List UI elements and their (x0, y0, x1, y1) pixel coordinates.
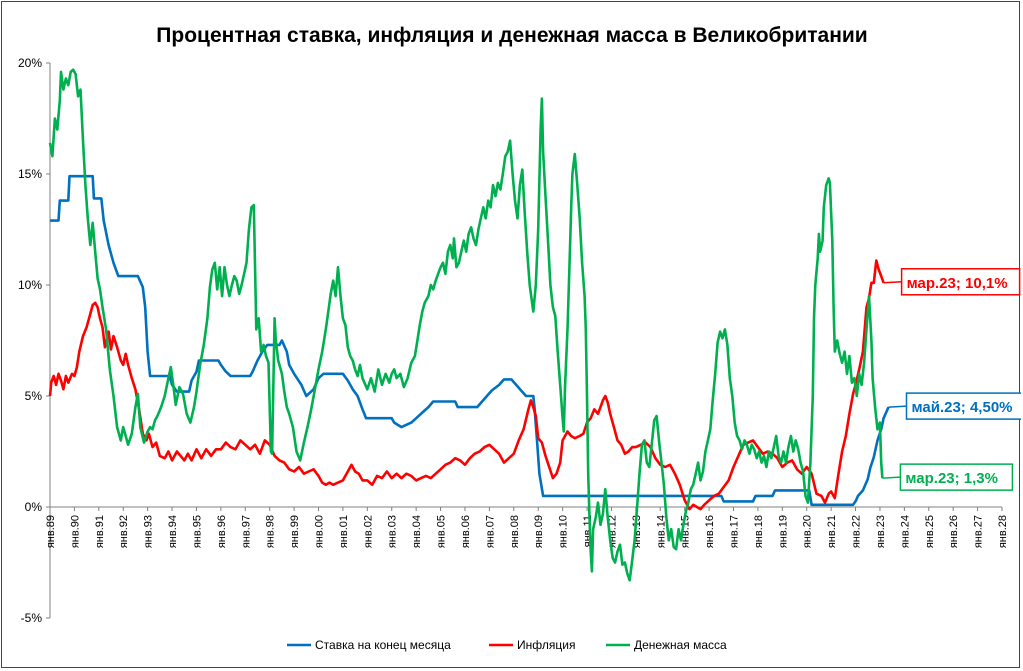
x-tick-label: янв.03 (387, 515, 399, 548)
x-tick-label: янв.97 (240, 515, 252, 548)
x-tick-label: янв.04 (411, 515, 423, 548)
x-tick-label: янв.01 (338, 515, 350, 548)
x-tick-label: янв.28 (997, 515, 1009, 548)
x-tick-label: янв.90 (69, 515, 81, 548)
x-tick-label: янв.27 (973, 515, 985, 548)
callout-label: май.23; 4,50% (911, 399, 1012, 416)
callout-leader (888, 405, 907, 408)
x-tick-label: янв.10 (558, 515, 570, 548)
x-tick-label: янв.92 (118, 515, 130, 548)
callout-leader (883, 281, 902, 284)
x-tick-label: янв.25 (924, 515, 936, 548)
axes (49, 63, 1002, 618)
x-tick-label: янв.16 (704, 515, 716, 548)
x-tick-label: янв.00 (314, 515, 326, 548)
x-tick-label: янв.24 (899, 515, 911, 548)
x-tick-labels: янв.89 янв.90 янв.91 янв.92 янв.93 янв.94 янв.… (45, 507, 1009, 548)
y-tick-label: 5% (25, 389, 43, 403)
x-tick-label: янв.94 (167, 515, 179, 548)
callout-label: мар.23; 10,1% (907, 275, 1008, 292)
x-tick-label: янв.96 (216, 515, 228, 548)
x-tick-label: янв.98 (265, 515, 277, 548)
x-tick-label: янв.91 (94, 515, 106, 548)
series-line-2 (48, 68, 884, 582)
legend: Ставка на конец месяца Инфляция Денежная м… (287, 638, 727, 652)
callout-box (905, 392, 1021, 420)
x-tick-label: янв.17 (728, 515, 740, 548)
x-tick-label: янв.18 (753, 515, 765, 548)
legend-label: Инфляция (517, 638, 575, 652)
x-tick-label: янв.05 (436, 515, 448, 548)
x-tick-label: янв.99 (289, 515, 301, 548)
callout-box (899, 463, 1014, 491)
callout-box (900, 268, 1021, 296)
y-tick-label: 15% (18, 167, 42, 181)
legend-label: Ставка на конец месяца (315, 638, 451, 652)
callout-leader (882, 476, 901, 479)
x-tick-label: янв.23 (875, 515, 887, 548)
series-line-0 (50, 174, 890, 507)
x-tick-label: янв.20 (802, 515, 814, 548)
x-tick-label: янв.89 (45, 515, 57, 548)
chart-title: Процентная ставка, инфляция и денежная м… (156, 24, 867, 47)
series-lines (48, 68, 890, 582)
y-tick-label: 10% (18, 278, 42, 292)
y-tick-label: -5% (21, 611, 43, 625)
x-tick-label: янв.02 (362, 515, 374, 548)
callout-label: мар.23; 1,3% (905, 470, 998, 487)
y-tick-label: 20% (18, 56, 42, 70)
x-tick-label: янв.08 (509, 515, 521, 548)
x-tick-label: янв.19 (777, 515, 789, 548)
callouts: мар.23; 10,1% май.23; 4,50% мар.23; 1,3% (882, 268, 1021, 491)
x-tick-label: янв.09 (533, 515, 545, 548)
x-tick-label: янв.06 (460, 515, 472, 548)
y-tick-label: 0% (25, 500, 43, 514)
x-tick-label: янв.14 (655, 515, 667, 548)
x-tick-label: янв.21 (826, 515, 838, 548)
y-tick-labels: -5% 0% 5% 10% 15% 20% (18, 56, 50, 625)
series-line-1 (48, 259, 885, 511)
x-tick-label: янв.07 (484, 515, 496, 548)
x-tick-label: янв.95 (191, 515, 203, 548)
x-tick-label: янв.22 (851, 515, 863, 548)
x-tick-label: янв.93 (143, 515, 155, 548)
x-tick-label: янв.26 (948, 515, 960, 548)
legend-label: Денежная масса (634, 638, 727, 652)
